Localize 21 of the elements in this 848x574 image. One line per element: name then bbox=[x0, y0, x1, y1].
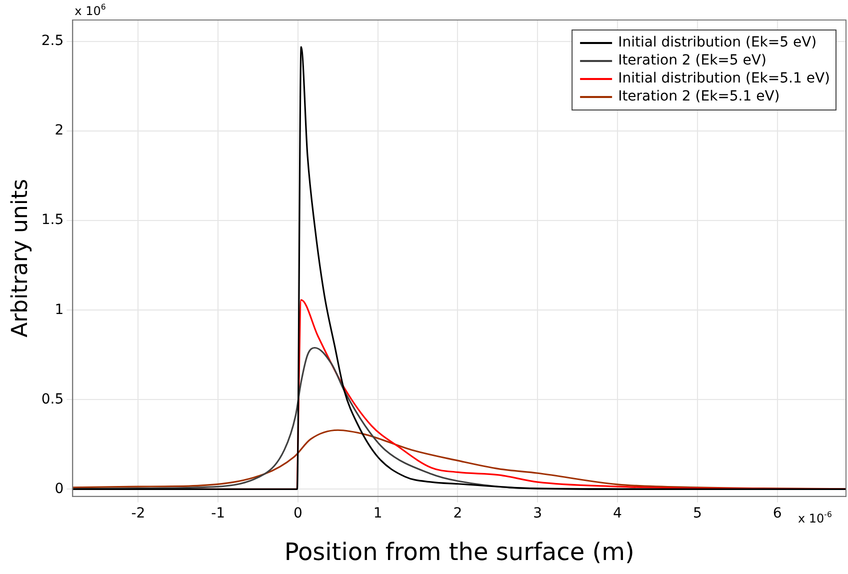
y-tick-label: 2.5 bbox=[41, 33, 64, 50]
x-tick-label: 1 bbox=[373, 505, 382, 522]
x-tick-label: 5 bbox=[692, 505, 702, 522]
legend-label: Iteration 2 (Ek=5.1 eV) bbox=[618, 88, 780, 105]
y-tick-label: 0 bbox=[54, 480, 64, 497]
y-tick-label: 0.5 bbox=[41, 391, 64, 408]
y-tick-label: 1.5 bbox=[41, 212, 64, 228]
y-axis-title: Arbitrary units bbox=[8, 178, 33, 338]
x-tick-label: 3 bbox=[533, 505, 542, 522]
y-tick-label: 1 bbox=[54, 302, 64, 318]
legend-label: Initial distribution (Ek=5 eV) bbox=[618, 34, 817, 51]
x-tick-label: 4 bbox=[613, 505, 622, 522]
x-tick-label: 2 bbox=[453, 505, 462, 522]
x-tick-label: -2 bbox=[131, 505, 146, 522]
x-tick-label: 6 bbox=[772, 505, 782, 522]
legend-label: Iteration 2 (Ek=5 eV) bbox=[618, 52, 766, 69]
x-tick-label: -1 bbox=[211, 505, 226, 522]
x-axis-title: Position from the surface (m) bbox=[284, 538, 634, 566]
y-tick-label: 2 bbox=[54, 122, 64, 139]
x-tick-label: 0 bbox=[293, 505, 302, 522]
legend-label: Initial distribution (Ek=5.1 eV) bbox=[618, 70, 830, 87]
